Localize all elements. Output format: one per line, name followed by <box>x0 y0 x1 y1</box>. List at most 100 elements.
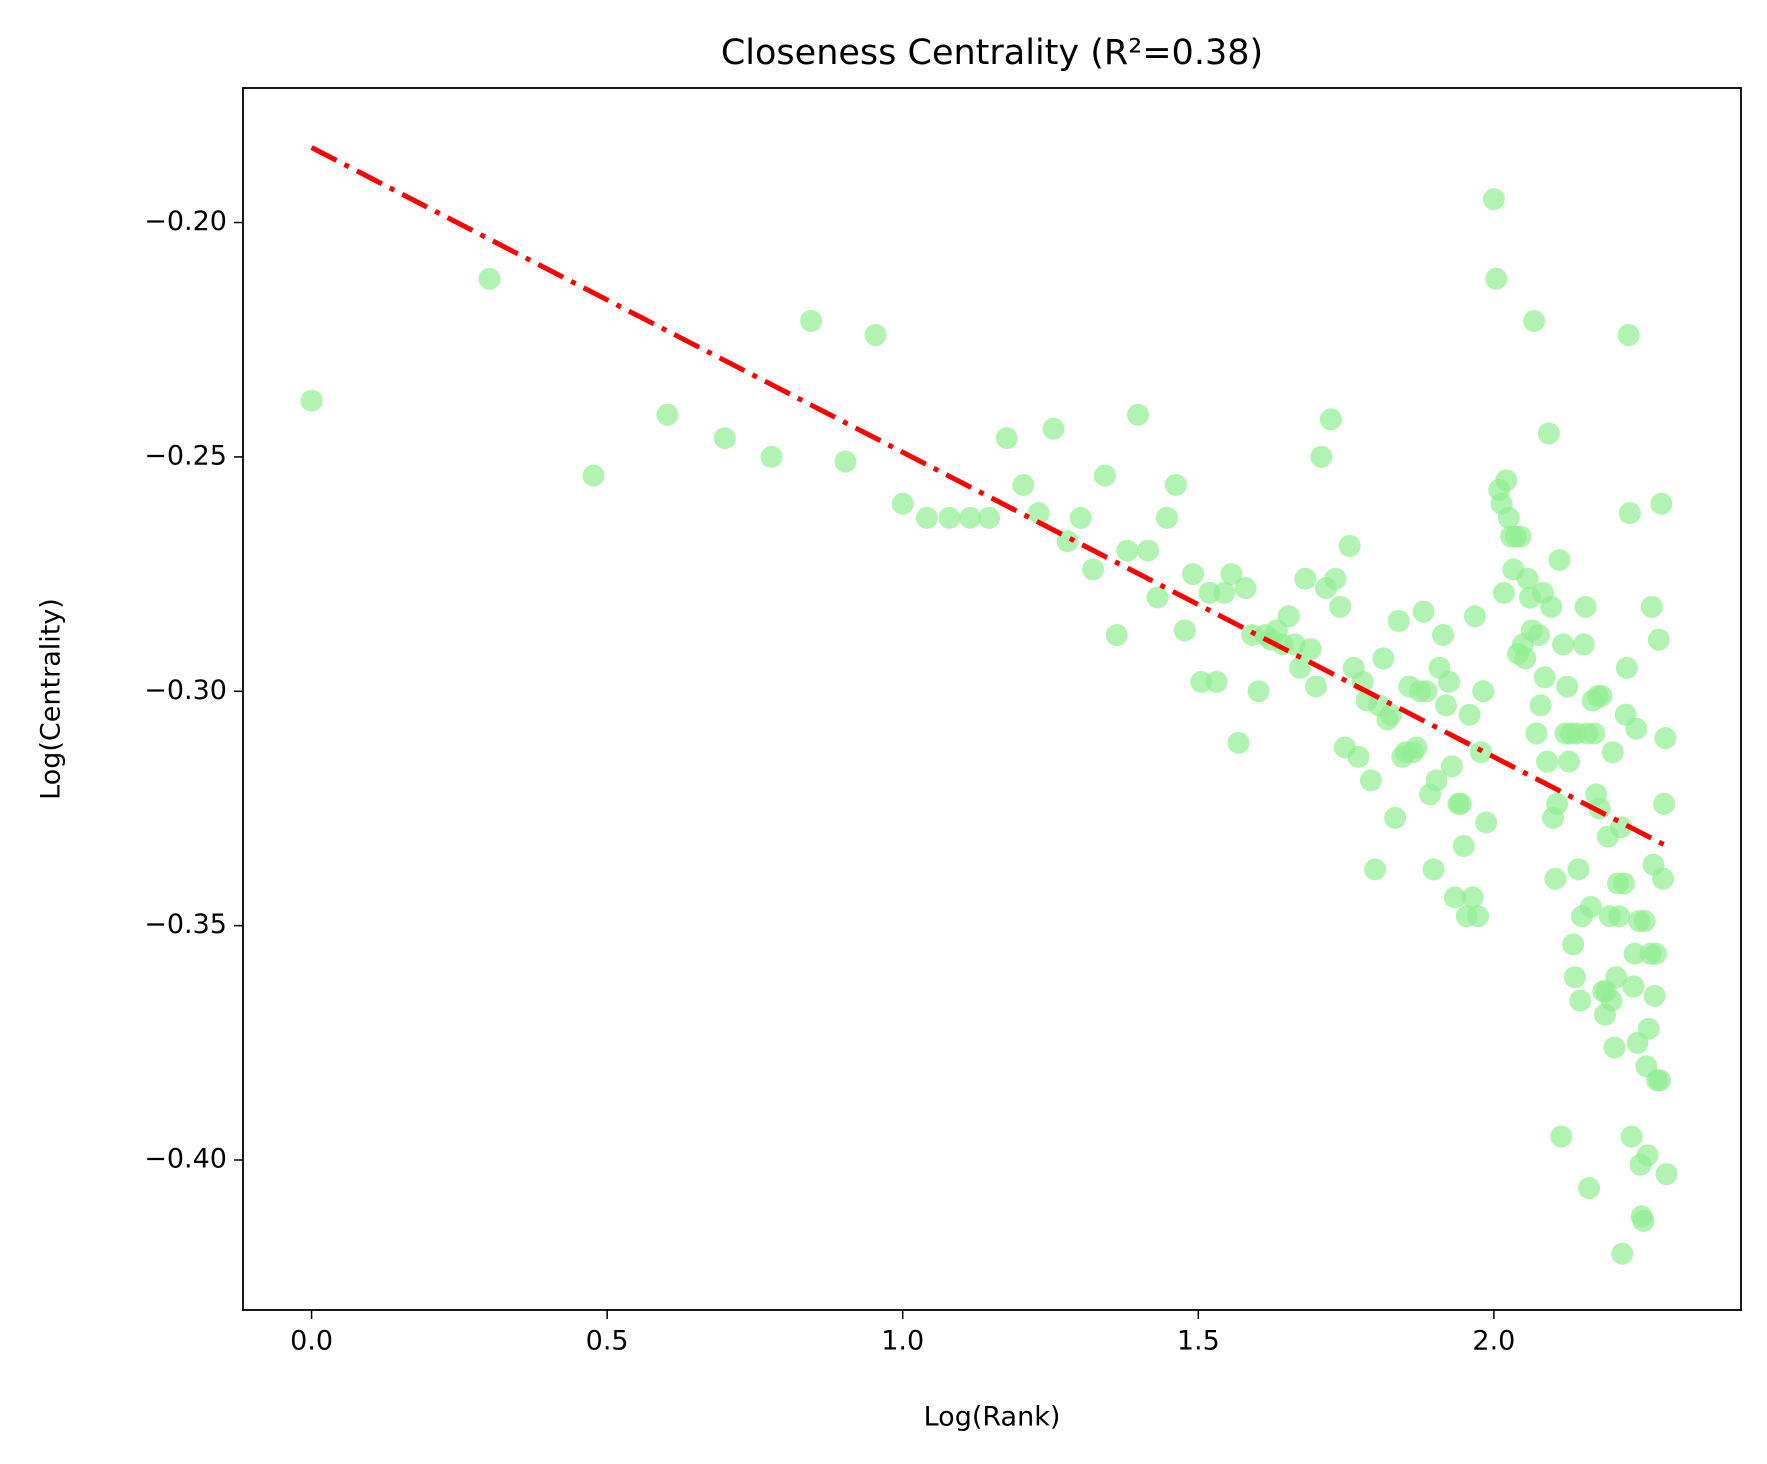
point <box>1299 638 1322 661</box>
point <box>1651 867 1674 890</box>
point <box>1137 539 1160 562</box>
point <box>1372 647 1395 670</box>
point <box>1277 605 1300 628</box>
point <box>760 445 783 468</box>
point <box>1643 984 1666 1007</box>
point <box>1472 680 1495 703</box>
point <box>1637 1017 1660 1040</box>
point <box>891 492 914 515</box>
point <box>1247 680 1270 703</box>
point <box>1653 792 1676 815</box>
point <box>1654 727 1677 750</box>
point <box>1608 905 1631 928</box>
point <box>1069 506 1092 529</box>
point <box>1611 1242 1634 1265</box>
point <box>1220 563 1243 586</box>
point <box>1644 942 1667 965</box>
point <box>1347 745 1370 768</box>
point <box>1546 792 1569 815</box>
point <box>1310 445 1333 468</box>
point <box>1578 1177 1601 1200</box>
y-tick-label: −0.25 <box>144 440 227 471</box>
point <box>1213 581 1236 604</box>
point <box>1552 633 1575 656</box>
point <box>1359 769 1382 792</box>
point <box>1550 1125 1573 1148</box>
point <box>1623 942 1646 965</box>
point <box>938 506 961 529</box>
point <box>713 427 736 450</box>
point <box>1537 422 1560 445</box>
point <box>1600 989 1623 1012</box>
point <box>959 506 982 529</box>
point <box>1475 811 1498 834</box>
point <box>1625 717 1648 740</box>
point <box>1525 722 1548 745</box>
point <box>1205 670 1228 693</box>
point <box>1540 595 1563 618</box>
point <box>1458 703 1481 726</box>
point <box>1056 530 1079 553</box>
point <box>1548 549 1571 572</box>
point <box>1633 909 1656 932</box>
point <box>1116 539 1139 562</box>
point <box>1461 886 1484 909</box>
point <box>1650 492 1673 515</box>
chart-title: Closeness Centrality (R²=0.38) <box>721 33 1263 73</box>
point <box>1105 624 1128 647</box>
point <box>1620 1125 1643 1148</box>
point <box>582 464 605 487</box>
point <box>1529 694 1552 717</box>
point <box>1574 595 1597 618</box>
point <box>1012 474 1035 497</box>
point <box>1443 886 1466 909</box>
point <box>1509 525 1532 548</box>
x-tick-label: 0.5 <box>586 1326 629 1357</box>
point <box>1380 703 1403 726</box>
point <box>1523 309 1546 332</box>
y-tick-label: −0.40 <box>144 1144 227 1175</box>
point <box>1146 586 1169 609</box>
point <box>1569 989 1592 1012</box>
point <box>1492 581 1515 604</box>
point <box>1452 834 1475 857</box>
point <box>1590 684 1613 707</box>
point <box>1319 408 1342 431</box>
point <box>1567 858 1590 881</box>
point <box>1482 188 1505 211</box>
point <box>656 403 679 426</box>
point <box>1181 563 1204 586</box>
point <box>1405 736 1428 759</box>
point <box>1437 670 1460 693</box>
point <box>1449 792 1472 815</box>
point <box>1338 534 1361 557</box>
point <box>1556 675 1579 698</box>
point <box>1440 755 1463 778</box>
point <box>1557 750 1580 773</box>
point <box>1127 403 1150 426</box>
point <box>1227 731 1250 754</box>
point <box>1533 666 1556 689</box>
x-tick-label: 1.0 <box>881 1326 924 1357</box>
point <box>915 506 938 529</box>
point <box>1655 1163 1678 1186</box>
point <box>1527 624 1550 647</box>
point <box>1579 895 1602 918</box>
point <box>1583 722 1606 745</box>
point <box>478 267 501 290</box>
point <box>1234 577 1257 600</box>
point <box>1364 858 1387 881</box>
point <box>1536 750 1559 773</box>
point <box>1636 1144 1659 1167</box>
point <box>1612 872 1635 895</box>
point <box>1601 741 1624 764</box>
x-axis-label: Log(Rank) <box>924 1402 1061 1433</box>
point <box>1649 1069 1672 1092</box>
point <box>1387 609 1410 632</box>
y-tick-label: −0.20 <box>144 206 227 237</box>
point <box>1425 769 1448 792</box>
x-tick-label: 0.0 <box>290 1326 333 1357</box>
point <box>1497 506 1520 529</box>
